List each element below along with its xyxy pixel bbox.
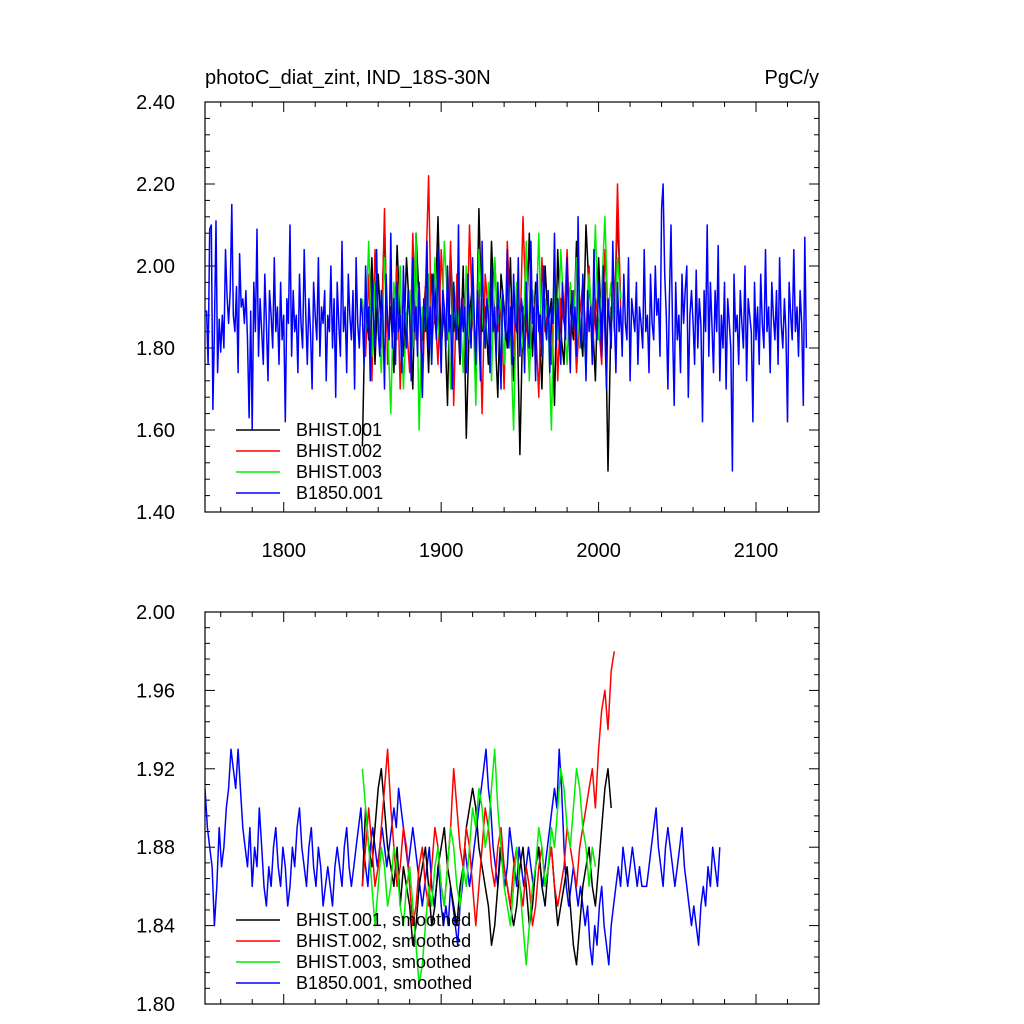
bottom-y-tick-label: 1.88 [136, 837, 175, 859]
top-plot-frame [204, 101, 820, 513]
legend-label: BHIST.003 [296, 462, 382, 482]
series-line-b1850-001-smoothed [205, 748, 721, 966]
legend-label: B1850.001 [296, 483, 383, 503]
bottom-axis-ticks: 1.80 1.84 1.88 1.92 1.96 2.00 [136, 602, 820, 1016]
bottom-plot-frame [204, 611, 820, 1005]
top-plot-title: photoC_diat_zint, IND_18S-30N [205, 67, 491, 89]
bottom-y-tick-label: 2.00 [136, 602, 175, 624]
series-line-bhist-003-smoothed [361, 748, 597, 986]
legend-label: BHIST.002 [296, 441, 382, 461]
bottom-panel: 1.80 1.84 1.88 1.92 1.96 2.00 BHIST.001, smoo… [136, 602, 820, 1016]
top-y-tick-label: 1.60 [136, 420, 175, 442]
top-x-tick-label: 2000 [576, 540, 621, 562]
legend-label: BHIST.001, smoothed [296, 910, 471, 930]
legend-label: BHIST.001 [296, 420, 382, 440]
top-panel: photoC_diat_zint, IND_18S-30N PgC/y 1.40… [136, 67, 820, 562]
bottom-series-group [205, 651, 721, 986]
top-x-tick-label: 1900 [419, 540, 464, 562]
series-line-b1850-001 [205, 183, 808, 472]
top-series-group [205, 175, 808, 472]
bottom-y-tick-label: 1.80 [136, 994, 175, 1016]
top-axis-ticks: 1.40 1.60 1.80 2.00 2.20 2.40 1800 1900 2000 2100 [136, 92, 820, 562]
top-x-tick-label: 1800 [261, 540, 306, 562]
top-y-tick-label: 1.40 [136, 502, 175, 524]
top-x-tick-label: 2100 [734, 540, 779, 562]
top-y-tick-label: 2.20 [136, 174, 175, 196]
top-plot-units: PgC/y [765, 67, 819, 89]
top-y-tick-label: 2.00 [136, 256, 175, 278]
top-y-tick-label: 1.80 [136, 338, 175, 360]
series-line-bhist-001-smoothed [361, 768, 612, 966]
bottom-y-tick-label: 1.96 [136, 680, 175, 702]
legend-label: BHIST.002, smoothed [296, 931, 471, 951]
legend-label: B1850.001, smoothed [296, 973, 472, 993]
legend-label: BHIST.003, smoothed [296, 952, 471, 972]
bottom-y-tick-label: 1.84 [136, 916, 175, 938]
bottom-y-tick-label: 1.92 [136, 759, 175, 781]
top-y-tick-label: 2.40 [136, 92, 175, 114]
